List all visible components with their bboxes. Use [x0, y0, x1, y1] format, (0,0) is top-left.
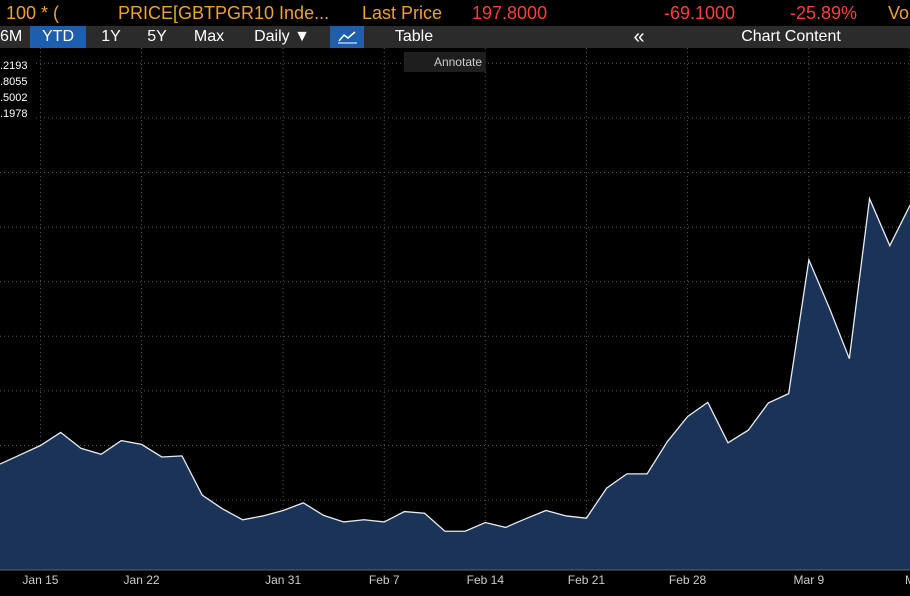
line — [0, 196, 910, 532]
legend-value: .1978 — [0, 108, 28, 120]
last-price: 197.8000 — [472, 3, 548, 23]
range-button[interactable]: Max — [193, 28, 225, 45]
legend: .2193 .8055 .5002 .1978 — [0, 58, 34, 124]
security: PRICE[GBTPGR10 Inde... — [118, 3, 330, 23]
formula: 100 * ( — [6, 3, 60, 23]
x-tick-label: M — [905, 573, 910, 587]
x-tick-label: Feb 14 — [467, 573, 505, 587]
last-price-label: Last Price — [362, 3, 443, 23]
annotate-button[interactable]: Annotate — [404, 52, 486, 72]
range-button[interactable]: 1Y — [101, 28, 121, 45]
volume-label: Vo — [888, 3, 910, 23]
range-button[interactable]: 6M — [0, 28, 23, 45]
x-tick-label: Feb 21 — [568, 573, 606, 587]
legend-value: .8055 — [0, 76, 28, 88]
legend-value: .2193 — [0, 60, 28, 72]
x-tick-label: Mar 9 — [794, 573, 825, 587]
chart-type-button[interactable] — [330, 26, 364, 48]
frequency-button[interactable]: Daily ▼ — [254, 28, 310, 45]
x-tick-label: Jan 15 — [22, 573, 58, 587]
table-button[interactable]: Table — [394, 28, 434, 45]
x-tick-label: Jan 22 — [124, 573, 160, 587]
change-pct: -25.89% — [790, 3, 858, 23]
chart-icon — [338, 31, 357, 44]
area — [0, 198, 910, 570]
change: -69.1000 — [664, 3, 736, 23]
x-tick-label: Feb 7 — [369, 573, 400, 587]
x-tick-label: Jan 31 — [265, 573, 301, 587]
legend-value: .5002 — [0, 92, 28, 104]
x-tick-label: Feb 28 — [669, 573, 707, 587]
range-button[interactable]: YTD — [30, 26, 86, 48]
collapse-button[interactable]: « — [633, 26, 645, 48]
header: 100 * ( PRICE[GBTPGR10 Inde... Last Pric… — [0, 0, 910, 26]
chart-content-button[interactable]: Chart Content — [741, 28, 841, 45]
toolbar: 6M YTD 1Y 5Y Max Daily ▼ Table « Chart C… — [0, 26, 910, 48]
range-button[interactable]: 5Y — [147, 28, 167, 45]
